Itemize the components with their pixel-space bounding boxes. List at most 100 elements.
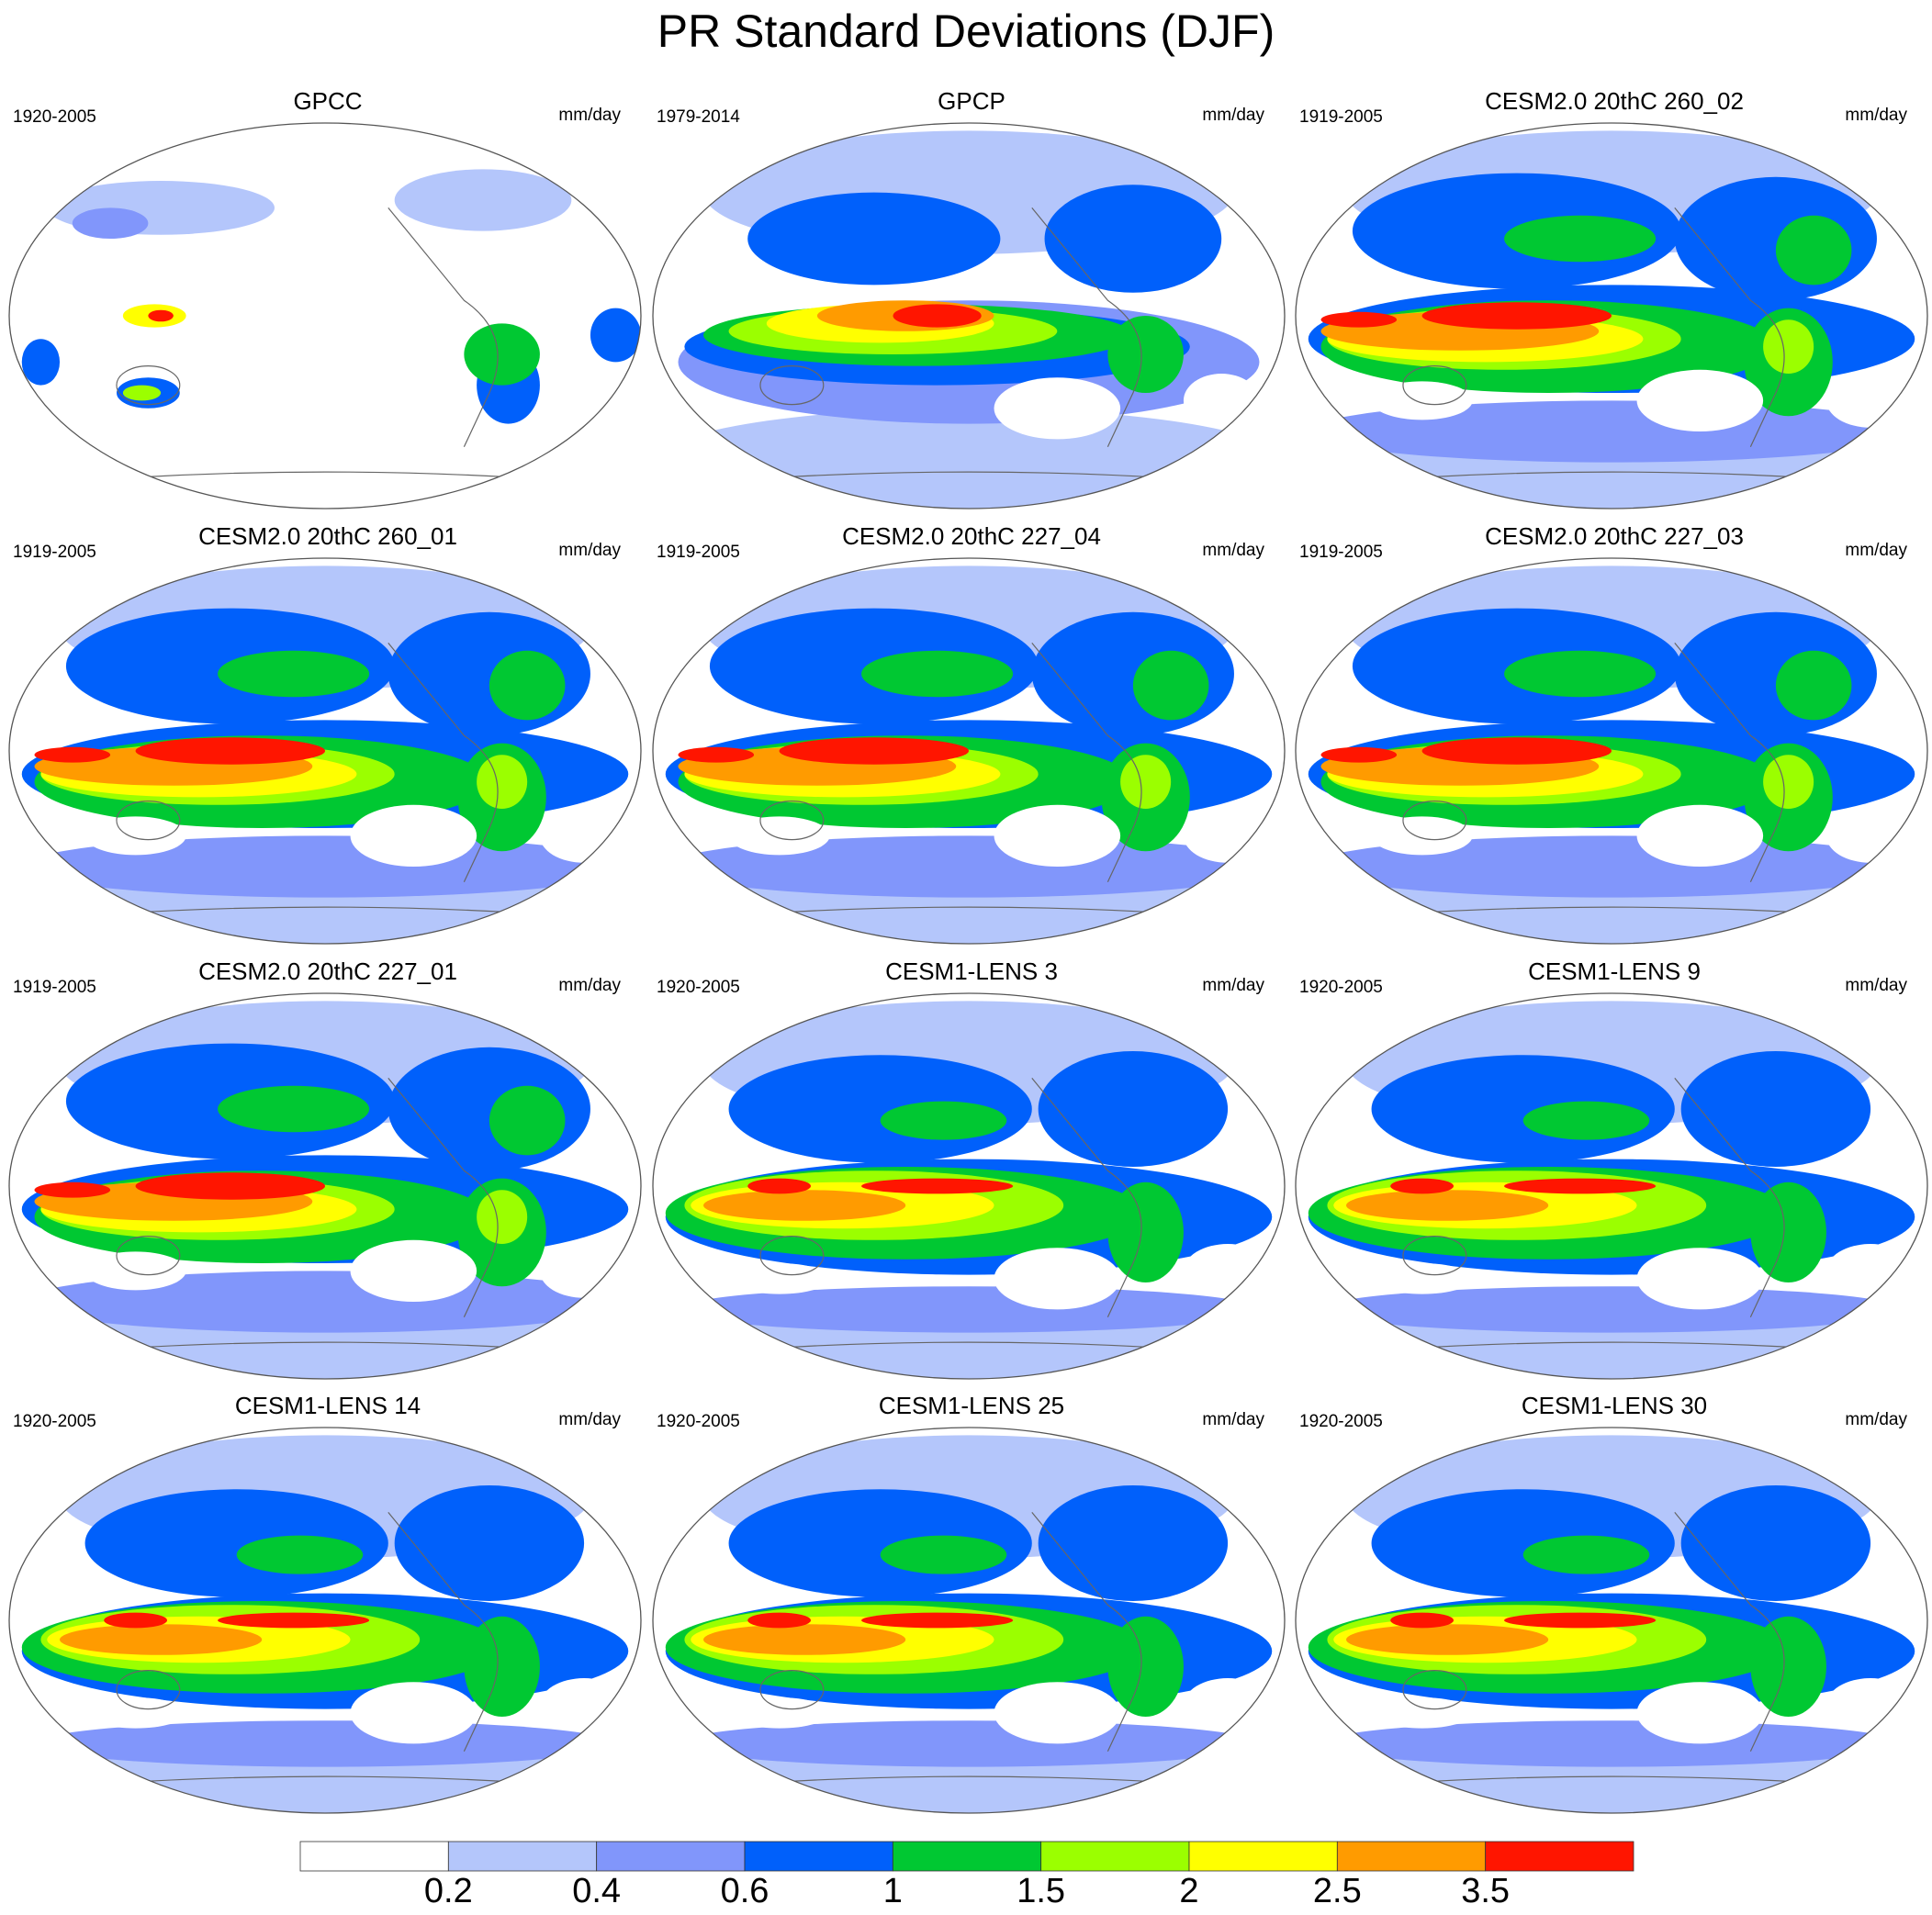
contour-region — [728, 1697, 830, 1729]
period-label: 1920-2005 — [1299, 1412, 1383, 1431]
period-label: 1919-2005 — [1299, 543, 1383, 562]
contour-region — [1636, 804, 1764, 867]
units-label: mm/day — [1845, 1410, 1907, 1429]
map-boundary — [652, 1427, 1286, 1814]
contour-region — [703, 1624, 906, 1655]
period-label: 1920-2005 — [13, 107, 96, 127]
map-panel: CESM1-LENS 25 1920-2005 mm/day — [649, 1391, 1294, 1827]
map-panel: CESM2.0 20thC 227_01 1919-2005 mm/day — [6, 957, 650, 1393]
colorbar-swatch — [1188, 1841, 1338, 1872]
contour-region — [1183, 1678, 1273, 1732]
contour-region — [728, 816, 830, 856]
contour-region — [1504, 650, 1657, 698]
map-panel: GPCP 1979-2014 mm/day — [649, 86, 1294, 522]
contour-region — [84, 816, 186, 856]
figure-title: PR Standard Deviations (DJF) — [657, 6, 1275, 57]
contour-region — [1504, 1612, 1657, 1629]
coastline — [1031, 643, 1142, 883]
units-label: mm/day — [1202, 1410, 1264, 1429]
contour-region — [72, 207, 149, 239]
pr-stddev-map — [1295, 992, 1928, 1380]
contour-region — [1371, 381, 1473, 420]
coastline — [1402, 1236, 1467, 1276]
units-label: mm/day — [1202, 976, 1264, 995]
contour-region — [1825, 374, 1915, 428]
period-label: 1920-2005 — [657, 1412, 740, 1431]
contour-region — [728, 1263, 830, 1294]
contour-region — [703, 909, 1234, 944]
contour-region — [350, 1239, 477, 1302]
contour-region — [477, 1190, 528, 1244]
map-panel: CESM2.0 20thC 260_02 1919-2005 mm/day — [1292, 86, 1932, 522]
map-panel: CESM1-LENS 30 1920-2005 mm/day — [1292, 1391, 1932, 1827]
colorbar-swatch — [1336, 1841, 1487, 1872]
period-label: 1920-2005 — [13, 1412, 96, 1431]
contour-region — [135, 1172, 325, 1200]
pr-stddev-map — [8, 1427, 642, 1814]
map-boundary — [8, 557, 642, 945]
colorbar-tick-label: 0.6 — [720, 1872, 769, 1910]
panel-title: CESM1-LENS 14 — [234, 1392, 421, 1419]
coastline — [388, 207, 499, 448]
pr-stddev-map — [652, 122, 1286, 510]
contour-region — [34, 1720, 616, 1767]
panel-title: CESM1-LENS 9 — [1528, 958, 1701, 985]
contour-region — [350, 1682, 477, 1744]
coastline — [1031, 1078, 1142, 1318]
contour-region — [880, 1101, 1007, 1140]
map-boundary — [652, 122, 1286, 510]
contour-region — [1183, 1244, 1273, 1298]
contour-region — [135, 737, 325, 765]
colorbar-tick-label: 1 — [882, 1872, 903, 1910]
contour-region — [218, 1085, 370, 1133]
contour-region — [21, 1271, 629, 1333]
panel-title: CESM1-LENS 30 — [1521, 1392, 1708, 1419]
contour-region — [1038, 1485, 1229, 1601]
coastline — [759, 365, 825, 406]
pr-stddev-map — [8, 122, 642, 510]
contour-region — [34, 1181, 111, 1198]
colorbar-swatch — [447, 1841, 598, 1872]
coastline — [1402, 1670, 1467, 1710]
colorbar-swatch — [1485, 1841, 1634, 1872]
contour-region — [104, 1612, 167, 1629]
contour-region — [1320, 311, 1398, 328]
contour-region — [1636, 1682, 1764, 1744]
coastline — [388, 1078, 499, 1318]
contour-region — [84, 1697, 186, 1729]
colorbar-swatch — [1040, 1841, 1190, 1872]
contour-region — [653, 408, 1285, 509]
period-label: 1920-2005 — [657, 978, 740, 997]
contour-region — [218, 650, 370, 698]
contour-region — [60, 1344, 590, 1379]
contour-region — [34, 746, 111, 763]
contour-region — [678, 1286, 1260, 1333]
contour-region — [747, 1612, 811, 1629]
contour-region — [539, 809, 629, 863]
units-label: mm/day — [558, 976, 621, 995]
colorbar-swatch — [744, 1841, 893, 1872]
panel-title: CESM1-LENS 25 — [878, 1392, 1065, 1419]
contour-region — [122, 385, 162, 401]
coastline — [116, 1236, 181, 1276]
pr-stddev-map — [652, 557, 1286, 945]
contour-region — [1107, 1616, 1184, 1717]
map-boundary — [8, 1427, 642, 1814]
contour-region — [1775, 650, 1852, 721]
map-boundary — [1295, 1427, 1928, 1814]
pr-stddev-map — [1295, 1427, 1928, 1814]
contour-region — [1750, 1616, 1826, 1717]
contour-region — [747, 192, 1001, 286]
contour-region — [665, 835, 1273, 898]
map-boundary — [1295, 122, 1928, 510]
coastline — [1402, 365, 1467, 406]
units-label: mm/day — [1202, 541, 1264, 560]
colorbar-tick-label: 0.2 — [423, 1872, 473, 1910]
panel-title: GPCC — [293, 87, 363, 115]
contour-region — [1763, 755, 1814, 809]
contour-region — [1346, 909, 1877, 944]
panel-title: CESM2.0 20thC 260_02 — [1485, 87, 1744, 115]
map-panel: CESM2.0 20thC 227_03 1919-2005 mm/day — [1292, 521, 1932, 958]
contour-region — [1775, 215, 1852, 286]
period-label: 1919-2005 — [13, 543, 96, 562]
